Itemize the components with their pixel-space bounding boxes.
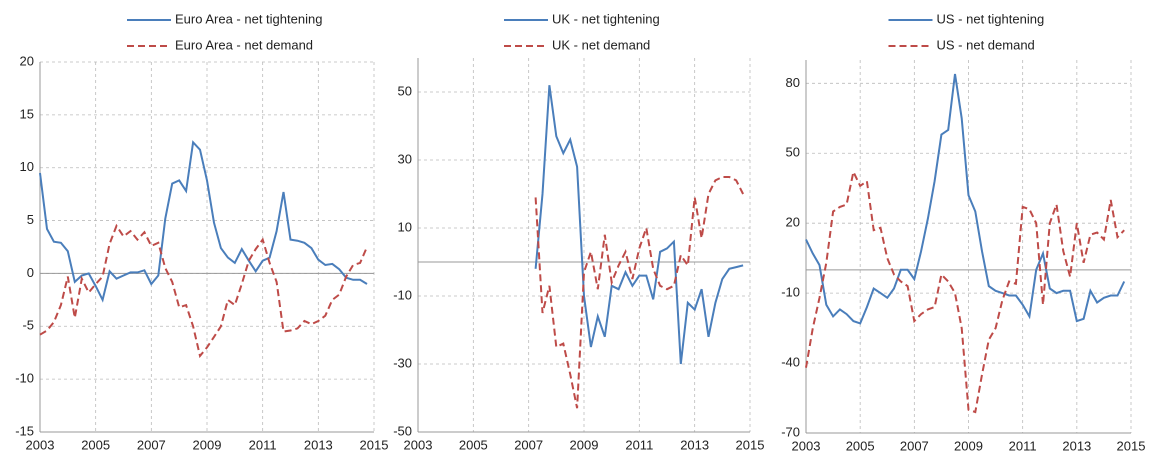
y-tick-label: -10 <box>393 287 412 302</box>
legend-label: Euro Area - net tightening <box>175 11 322 26</box>
y-tick-label: 0 <box>27 265 34 280</box>
y-tick-label: 10 <box>20 159 34 174</box>
y-tick-label: -10 <box>15 371 34 386</box>
x-tick-label: 2005 <box>846 438 875 453</box>
x-tick-label: 2009 <box>193 437 222 452</box>
x-tick-label: 2007 <box>137 437 166 452</box>
x-tick-label: 2007 <box>900 438 929 453</box>
x-tick-label: 2013 <box>1062 438 1091 453</box>
y-tick-label: 50 <box>398 83 412 98</box>
y-tick-label: -70 <box>781 424 800 439</box>
x-tick-label: 2011 <box>625 437 653 452</box>
y-tick-label: 5 <box>27 212 34 227</box>
x-tick-label: 2013 <box>304 437 333 452</box>
y-tick-label: -50 <box>393 423 412 438</box>
x-tick-label: 2015 <box>360 437 389 452</box>
y-tick-label: -15 <box>15 423 34 438</box>
y-tick-label: 20 <box>20 53 34 68</box>
legend-label: UK - net tightening <box>552 11 660 26</box>
y-tick-label: 20 <box>786 215 800 230</box>
y-tick-label: 30 <box>398 151 412 166</box>
y-tick-label: 50 <box>786 145 800 160</box>
y-tick-label: -30 <box>393 355 412 370</box>
y-tick-label: -5 <box>22 318 34 333</box>
y-tick-label: -40 <box>781 355 800 370</box>
series-line <box>534 176 744 409</box>
x-tick-label: 2003 <box>792 438 821 453</box>
x-tick-label: 2003 <box>404 437 433 452</box>
y-tick-label: 80 <box>786 75 800 90</box>
legend-label: US - net demand <box>937 37 1035 52</box>
series-line <box>805 168 1125 414</box>
x-tick-label: 2003 <box>26 437 55 452</box>
legend-label: Euro Area - net demand <box>175 37 313 52</box>
x-tick-label: 2011 <box>1009 438 1037 453</box>
series-line <box>534 85 744 365</box>
x-tick-label: 2013 <box>680 437 709 452</box>
x-tick-label: 2015 <box>736 437 765 452</box>
x-tick-label: 2005 <box>459 437 488 452</box>
x-tick-label: 2005 <box>81 437 110 452</box>
series-line <box>39 140 368 303</box>
x-tick-label: 2009 <box>954 438 983 453</box>
y-tick-label: 10 <box>398 219 412 234</box>
series-line <box>805 73 1126 325</box>
legend-label: US - net tightening <box>937 11 1045 26</box>
x-tick-label: 2009 <box>570 437 599 452</box>
x-tick-label: 2015 <box>1117 438 1146 453</box>
y-tick-label: -10 <box>781 285 800 300</box>
y-tick-label: 15 <box>20 106 34 121</box>
x-tick-label: 2007 <box>514 437 543 452</box>
x-tick-label: 2011 <box>249 437 277 452</box>
legend-label: UK - net demand <box>552 37 650 52</box>
